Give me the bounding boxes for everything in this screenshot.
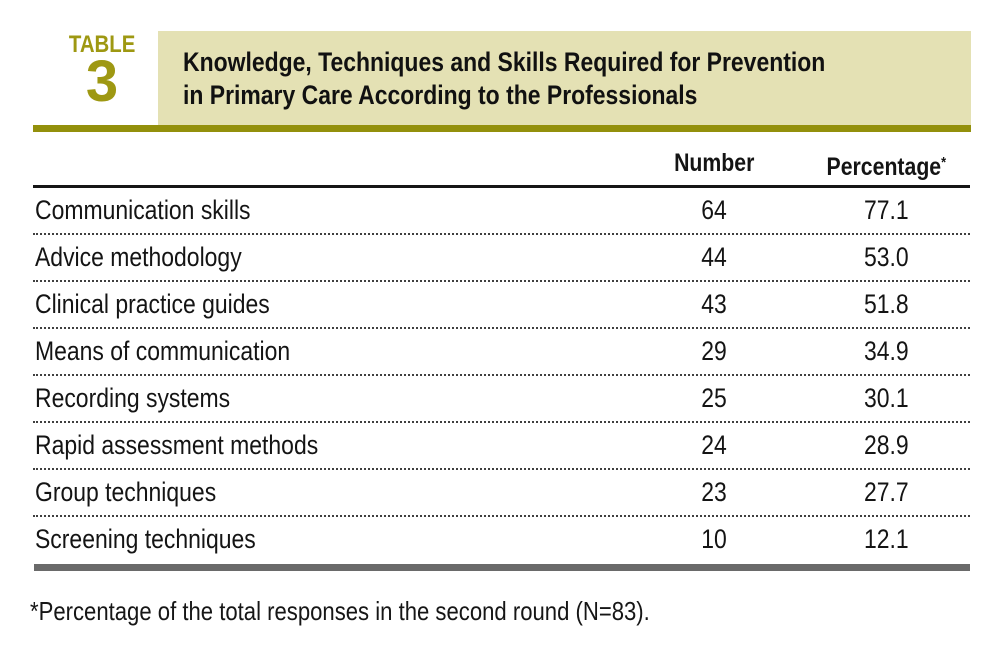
table-footnote: *Percentage of the total responses in th…	[30, 596, 650, 626]
row-number-value: 64	[701, 195, 727, 225]
row-percentage-value: 77.1	[863, 195, 909, 225]
table-row: Recording systems 25 30.1	[33, 376, 970, 423]
table-row: Screening techniques 10 12.1	[33, 517, 970, 564]
row-percentage-value: 28.9	[863, 430, 909, 460]
header-bottom-rule	[33, 185, 970, 188]
row-label: Means of communication	[35, 336, 291, 366]
table-row: Rapid assessment methods 24 28.9	[33, 423, 970, 470]
row-percentage-value: 27.7	[863, 477, 909, 507]
table-row: Communication skills 64 77.1	[33, 188, 970, 235]
column-header-number: Number	[673, 149, 755, 177]
row-number-value: 10	[701, 524, 727, 554]
row-label: Group techniques	[35, 477, 217, 507]
table-row: Advice methodology 44 53.0	[33, 235, 970, 282]
column-header-percentage: Percentage*	[826, 153, 946, 181]
row-label: Recording systems	[35, 383, 231, 413]
row-percentage-value: 53.0	[863, 242, 909, 272]
row-percentage-value: 12.1	[863, 524, 909, 554]
table-row: Means of communication 29 34.9	[33, 329, 970, 376]
table-header-row: Number Percentage*	[33, 141, 970, 185]
table-bottom-rule	[34, 564, 970, 571]
row-number-value: 43	[701, 289, 727, 319]
row-label: Rapid assessment methods	[35, 430, 319, 460]
row-number-value: 23	[701, 477, 727, 507]
table-number: 3	[85, 49, 119, 114]
row-number-value: 25	[701, 383, 727, 413]
row-percentage-value: 34.9	[863, 336, 909, 366]
row-percentage-value: 30.1	[863, 383, 909, 413]
table-row: Group techniques 23 27.7	[33, 470, 970, 517]
row-label: Screening techniques	[35, 524, 256, 554]
row-label: Clinical practice guides	[35, 289, 270, 319]
title-underline-rule	[33, 125, 971, 132]
percentage-asterisk: *	[940, 154, 946, 171]
row-number-value: 29	[701, 336, 727, 366]
table-number-label: TABLE 3	[44, 31, 160, 114]
row-label: Advice methodology	[35, 242, 242, 272]
table-word: TABLE	[68, 31, 136, 58]
table-title-line-1: Knowledge, Techniques and Skills Require…	[183, 47, 826, 77]
row-label: Communication skills	[35, 195, 251, 225]
table-title-box: Knowledge, Techniques and Skills Require…	[158, 31, 971, 125]
table-title-line-2: in Primary Care According to the Profess…	[183, 80, 698, 110]
table-row: Clinical practice guides 43 51.8	[33, 282, 970, 329]
table-body: Communication skills 64 77.1 Advice meth…	[33, 188, 970, 564]
row-percentage-value: 51.8	[863, 289, 909, 319]
row-number-value: 24	[701, 430, 727, 460]
row-number-value: 44	[701, 242, 727, 272]
